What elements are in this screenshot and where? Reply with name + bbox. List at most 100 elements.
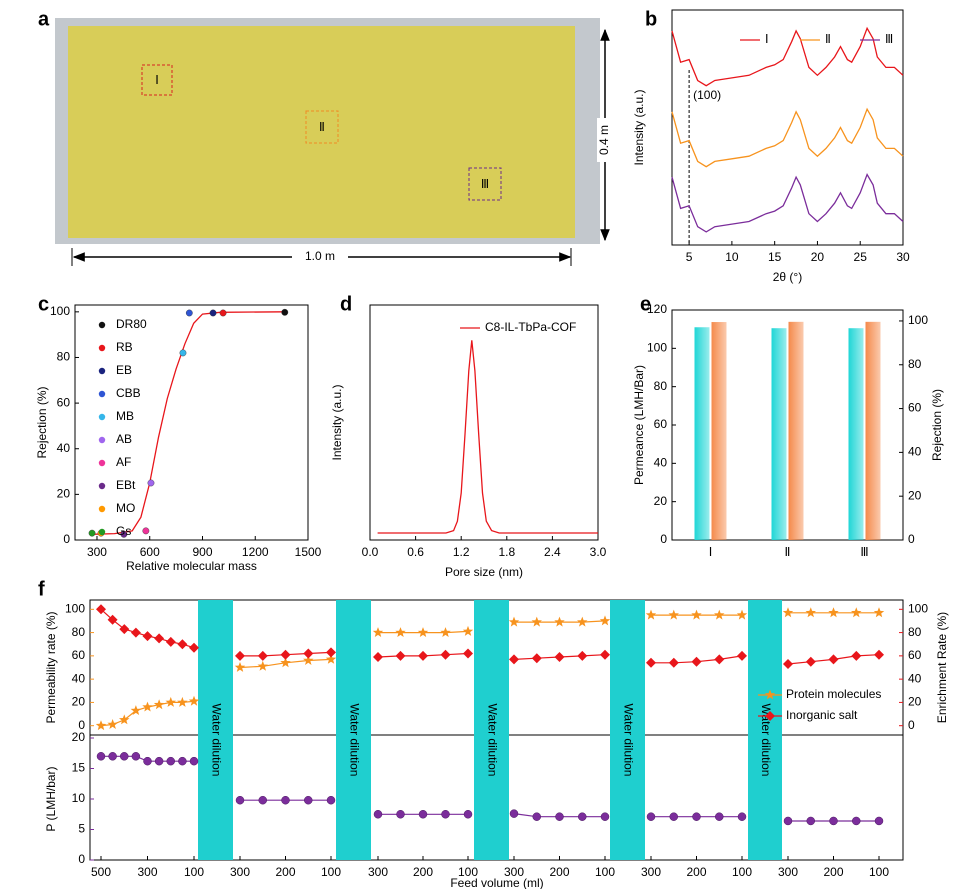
y-tick-label: 80 [654, 379, 668, 393]
x-tick-label: Ⅱ [785, 545, 791, 559]
y-tick-label: 80 [908, 357, 922, 371]
data-point [120, 752, 129, 761]
x-tick-label: 3.0 [590, 545, 607, 559]
x-tick-label: 10 [725, 250, 739, 264]
x-tick-label: 500 [91, 865, 111, 879]
data-point [851, 650, 862, 661]
axis-label: Enrichment Rate (%) [935, 612, 949, 723]
y-tick-label: 120 [647, 302, 667, 316]
data-point [142, 527, 150, 535]
panel-label: f [38, 578, 45, 600]
data-point [532, 812, 541, 821]
y-tick-label: 80 [57, 350, 71, 364]
region-box [141, 64, 173, 96]
x-tick-label: 200 [275, 865, 295, 879]
data-point [418, 650, 428, 661]
x-tick-label: Ⅰ [709, 545, 713, 559]
data-point [189, 756, 199, 766]
legend-label: AB [116, 432, 132, 446]
x-tick-label: 25 [854, 250, 868, 264]
data-point [554, 616, 565, 627]
legend-label: Ⅱ [825, 32, 831, 46]
x-tick-label: 900 [192, 545, 212, 559]
y-tick-label: 40 [654, 456, 668, 470]
data-point [668, 609, 679, 620]
width-label: 1.0 m [305, 249, 335, 263]
x-tick-label: 2.4 [544, 545, 561, 559]
data-point [691, 656, 702, 667]
data-point [873, 607, 885, 618]
legend-label: EBt [116, 478, 136, 492]
data-point [303, 655, 314, 665]
legend-label: RB [116, 340, 133, 354]
data-point [131, 752, 141, 761]
legend-label: C8-IL-TbPa-COF [485, 320, 576, 334]
legend-marker [765, 711, 775, 721]
data-point [714, 609, 725, 620]
bar [771, 328, 787, 540]
legend-label: Protein molecules [786, 687, 881, 701]
data-point [219, 309, 227, 317]
y-tick-label: 0 [78, 852, 85, 866]
data-point [235, 795, 245, 805]
region-label: Ⅲ [481, 177, 489, 191]
y-tick-label: 20 [654, 494, 668, 508]
axis-label: Intensity (a.u.) [330, 384, 344, 460]
data-point [736, 609, 748, 620]
y-tick-label: 100 [908, 313, 928, 327]
x-tick-label: 300 [504, 865, 524, 879]
data-point [828, 607, 839, 618]
data-point [600, 649, 610, 660]
x-tick-label: 300 [368, 865, 388, 879]
y-tick-label: 0 [660, 532, 667, 546]
data-point [235, 650, 245, 661]
y-tick-label: 60 [57, 395, 71, 409]
data-point [143, 756, 152, 766]
data-line [377, 340, 598, 534]
y-tick-label: 0 [908, 718, 915, 732]
data-point [555, 812, 564, 821]
data-point [281, 795, 290, 805]
legend-label: Gs [116, 524, 131, 538]
region-box [305, 110, 339, 144]
x-tick-label: 100 [595, 865, 615, 879]
data-point [281, 308, 289, 316]
plot-frame [671, 9, 904, 246]
data-point [280, 657, 291, 668]
data-point [189, 642, 199, 653]
data-point [554, 652, 565, 662]
legend-swatch [98, 321, 106, 329]
bar [865, 321, 881, 540]
data-point [463, 810, 473, 819]
panel-label: d [340, 293, 352, 315]
panel-label: a [38, 8, 50, 30]
y-tick-label: 80 [908, 625, 922, 639]
data-point [96, 604, 106, 615]
data-point [531, 616, 542, 627]
data-point [304, 795, 313, 805]
legend-label: CBB [116, 386, 141, 400]
data-point [185, 309, 193, 317]
reference-label: (100) [693, 88, 721, 102]
x-tick-label: 300 [641, 865, 661, 879]
data-point [147, 479, 155, 487]
legend-swatch [98, 528, 106, 536]
data-point [668, 657, 679, 668]
bar [711, 322, 727, 540]
bar [694, 327, 710, 540]
y-tick-label: 100 [65, 601, 85, 615]
data-point [692, 812, 701, 821]
data-point [395, 650, 406, 661]
data-line [671, 26, 904, 87]
x-tick-label: 100 [732, 865, 752, 879]
y-tick-label: 40 [908, 445, 922, 459]
data-point [418, 810, 428, 819]
x-axis-label: Feed volume (ml) [450, 876, 543, 889]
data-point [257, 660, 268, 671]
y-tick-label: 0 [908, 532, 915, 546]
data-point [645, 609, 657, 620]
data-point [783, 816, 793, 826]
data-point [95, 720, 107, 731]
data-point [828, 654, 839, 665]
